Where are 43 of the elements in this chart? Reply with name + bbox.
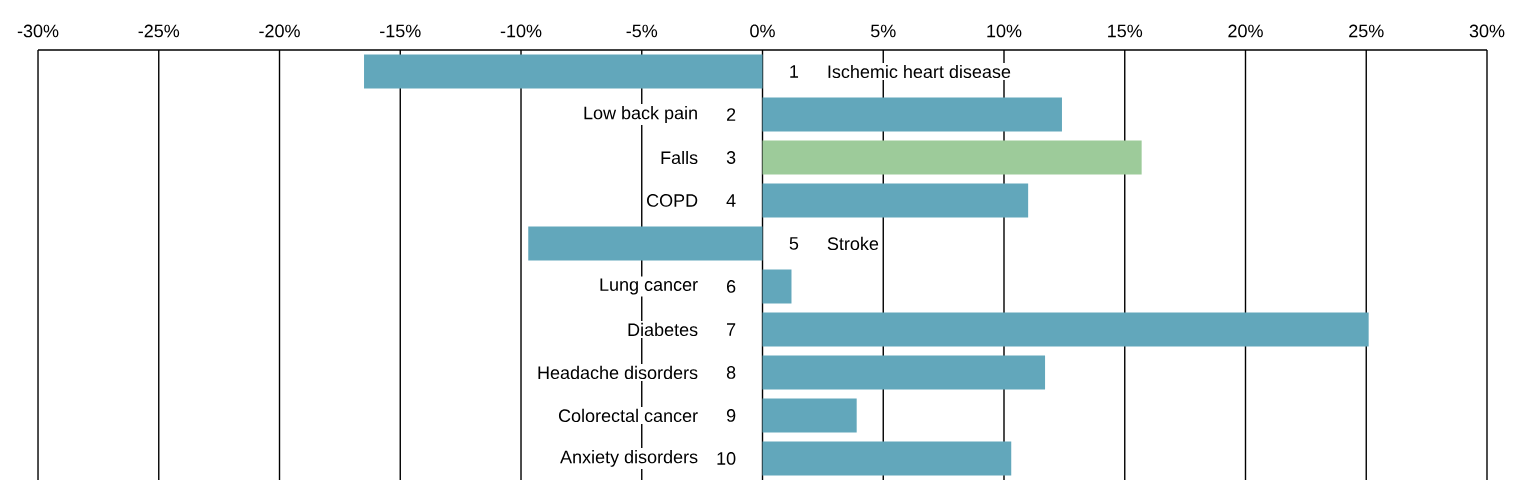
bar	[364, 54, 763, 89]
bar	[762, 312, 1369, 347]
annotation: 2	[727, 108, 736, 121]
x-tick-label: -25%	[138, 24, 180, 38]
y-tick-label: Stroke	[827, 236, 879, 251]
y-tick-label: Low back pain	[584, 106, 697, 123]
annotation: 5	[789, 237, 799, 250]
x-tick-label: 10%	[987, 24, 1022, 38]
x-tick-label: 5%	[870, 24, 896, 38]
bar	[762, 269, 792, 304]
x-tick-label: 0%	[750, 24, 775, 38]
x-tick-label: -30%	[17, 24, 59, 38]
annotation: 7	[727, 323, 736, 336]
x-tick-label: -5%	[626, 24, 658, 38]
bar	[528, 226, 763, 261]
x-tick-label: 30%	[1469, 24, 1505, 38]
x-tick-label: -15%	[380, 24, 421, 38]
bar	[762, 183, 1029, 218]
x-tick-label: 25%	[1349, 24, 1384, 38]
annotation: 9	[726, 409, 736, 422]
bar	[762, 355, 1046, 390]
y-tick-label: Lung cancer	[600, 278, 698, 295]
bar	[762, 140, 1142, 175]
bar	[762, 97, 1062, 132]
x-tick-label: -20%	[259, 24, 300, 38]
y-tick-label: Diabetes	[628, 322, 698, 337]
y-tick-label: Headache disorders	[538, 365, 698, 380]
y-tick-label: Colorectal cancer	[558, 408, 698, 423]
y-tick-label: Anxiety disorders	[560, 450, 698, 467]
x-tick-label: 15%	[1108, 24, 1143, 38]
bar	[762, 441, 1012, 476]
annotation: 6	[727, 280, 736, 293]
y-tick-label: Ischemic heart disease	[828, 64, 1011, 79]
bar	[762, 398, 857, 433]
annotation: 4	[726, 194, 736, 207]
x-tick-label: 20%	[1228, 24, 1263, 38]
annotation: 3	[726, 151, 736, 164]
annotation: 8	[726, 366, 736, 379]
y-tick-label: COPD	[647, 194, 698, 207]
annotation: 1	[790, 65, 799, 78]
y-tick-label: Falls	[661, 150, 698, 165]
x-tick-label: -10%	[500, 24, 542, 38]
annotation: 10	[717, 452, 736, 465]
